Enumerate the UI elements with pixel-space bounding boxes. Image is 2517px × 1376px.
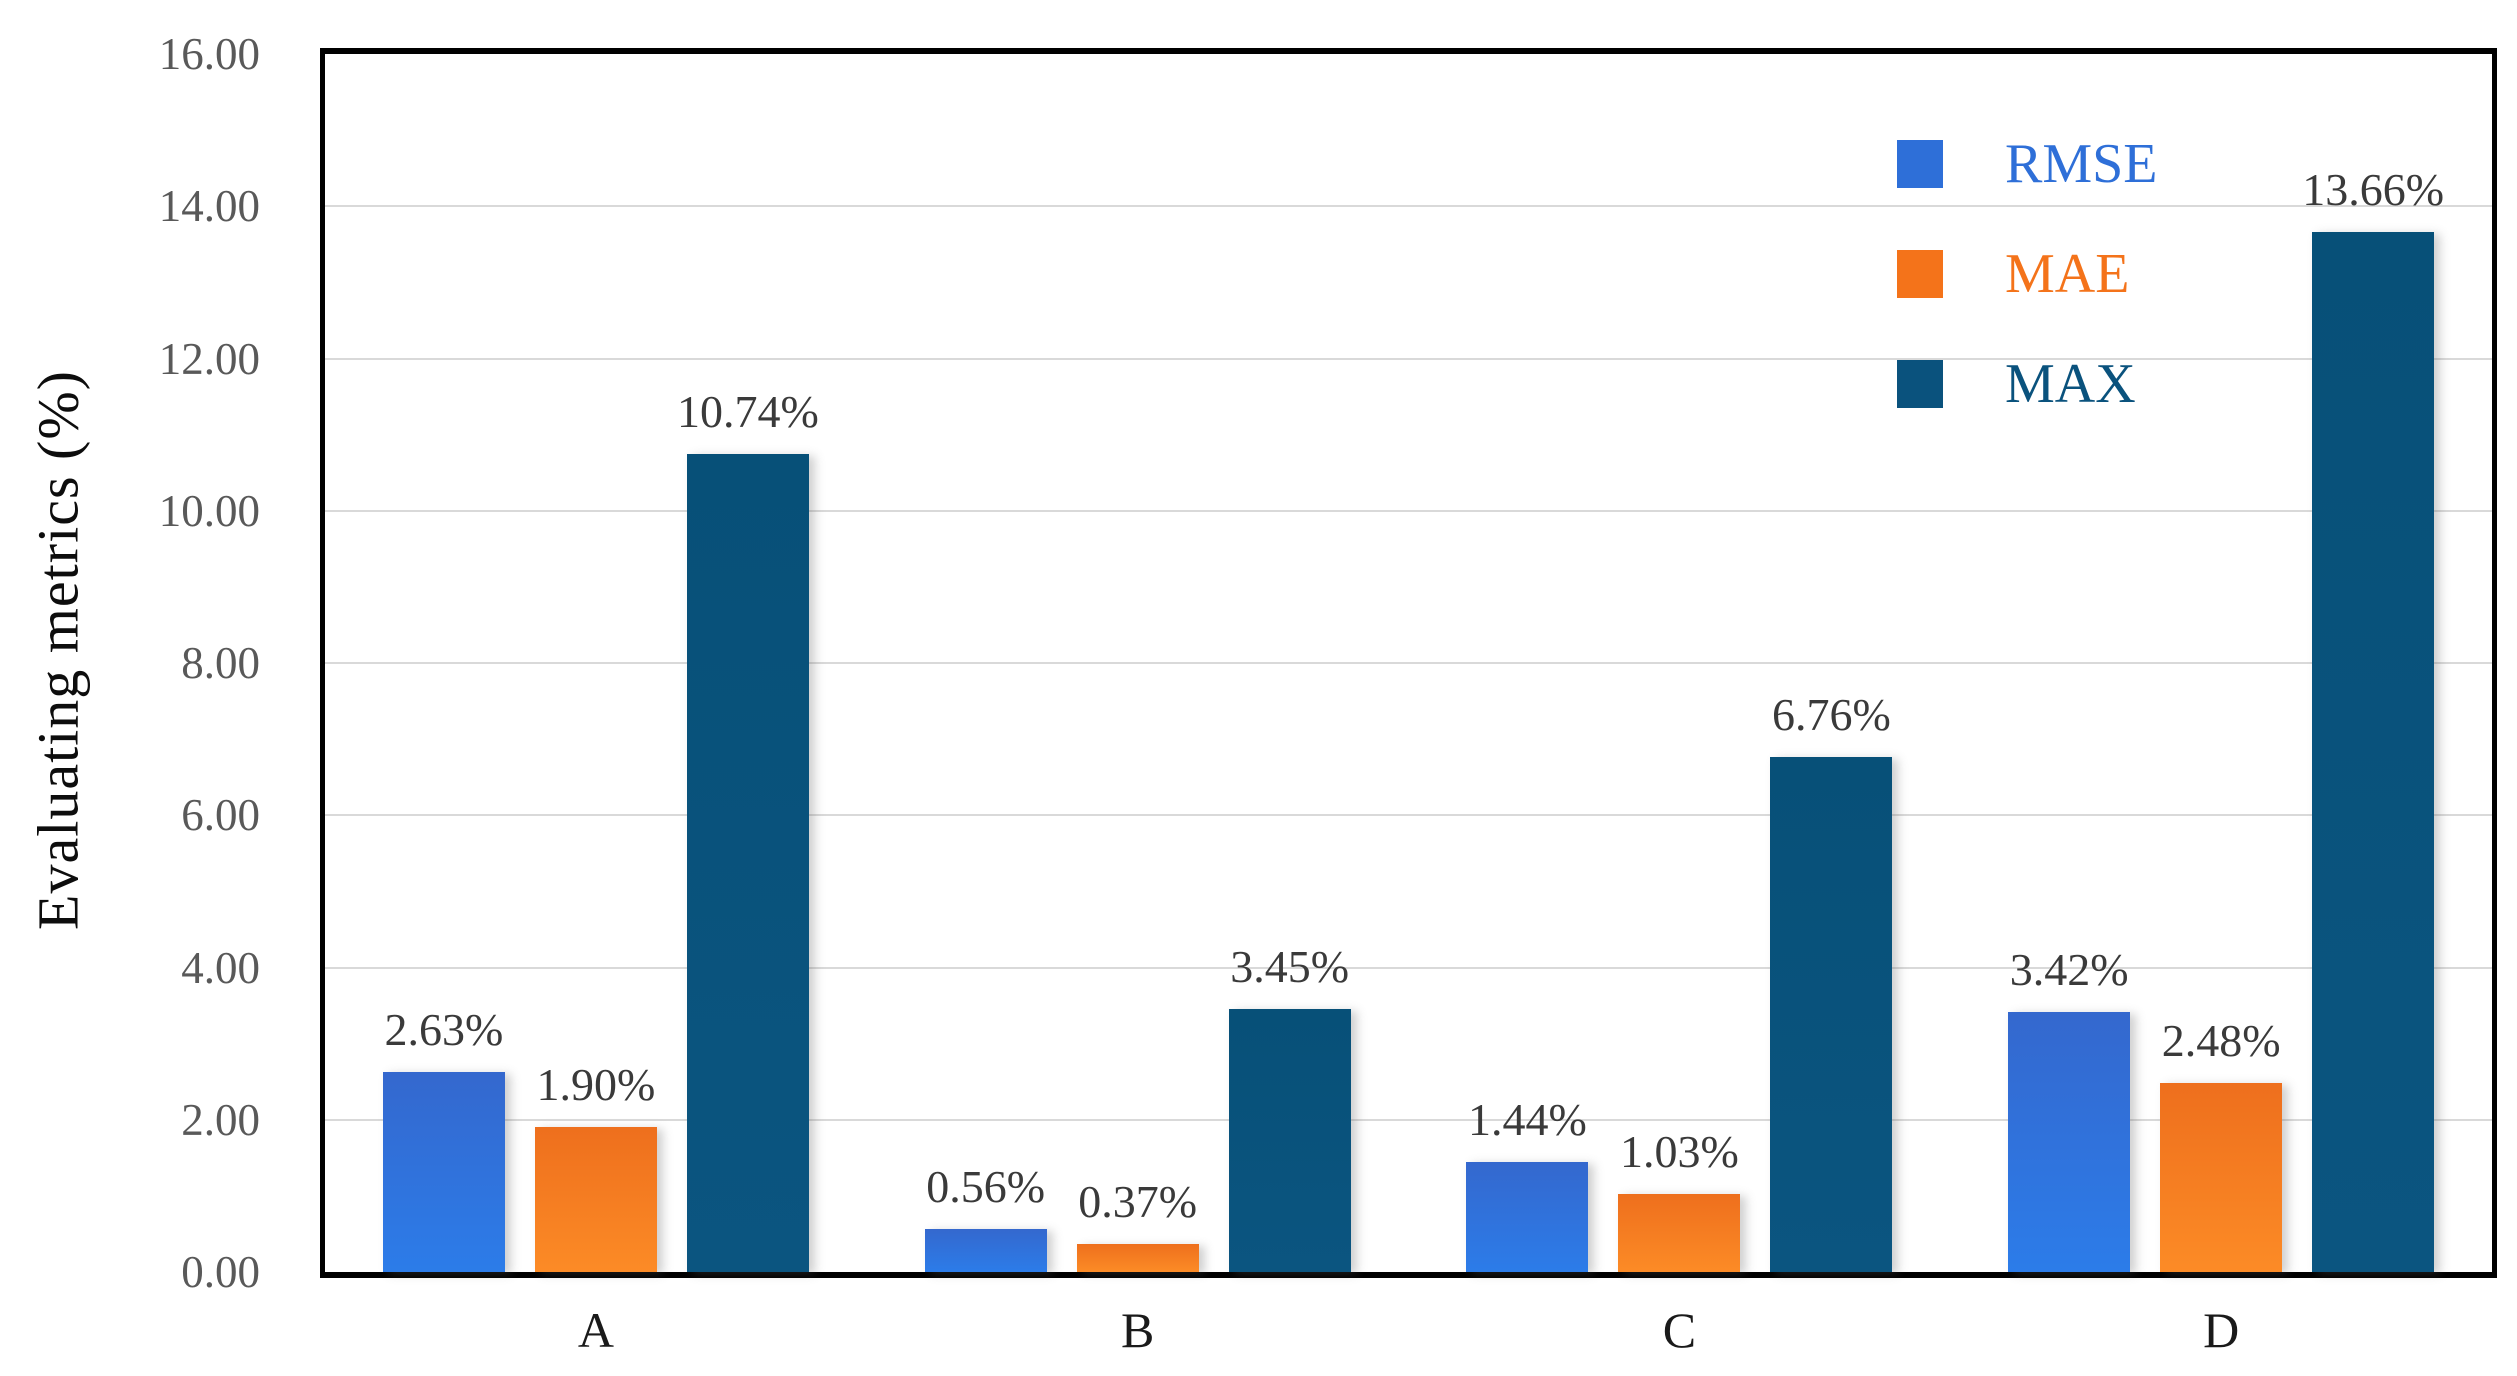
legend-swatch-max-icon — [1897, 360, 1943, 408]
value-label-mae-D: 2.48% — [2161, 1015, 2281, 1067]
bar-mae-B — [1076, 1243, 1199, 1272]
legend-swatch-rmse-icon — [1897, 140, 1943, 188]
value-label-mae-B: 0.37% — [1078, 1175, 1198, 1227]
bar-mae-C — [1618, 1193, 1741, 1272]
gridline-12 — [325, 357, 2492, 360]
bar-rmse-A — [382, 1071, 505, 1272]
x-category-label-D: D — [2203, 1302, 2240, 1358]
legend: RMSE MAE MAX — [1897, 136, 2158, 466]
y-tick-label-4.00: 4.00 — [181, 942, 260, 993]
x-category-label-C: C — [1662, 1302, 1697, 1358]
gridline-4 — [325, 966, 2492, 969]
gridline-6 — [325, 814, 2492, 817]
bar-max-D — [2312, 232, 2435, 1272]
gridline-10 — [325, 509, 2492, 512]
bar-mae-D — [2160, 1083, 2283, 1272]
legend-row-max: MAX — [1897, 356, 2158, 412]
gridline-8 — [325, 662, 2492, 664]
legend-label-max: MAX — [2005, 353, 2136, 415]
y-tick-label-6.00: 6.00 — [181, 790, 260, 841]
legend-swatch-mae-icon — [1897, 250, 1943, 298]
gridline-2 — [325, 1118, 2492, 1121]
plot-area: 2.63% 1.90% 10.74% 0.56% 0.37% 3.45% 1.44% 1.03… — [325, 54, 2492, 1272]
value-label-max-C: 6.76% — [1771, 689, 1891, 741]
bar-rmse-B — [924, 1229, 1047, 1272]
value-label-mae-C: 1.03% — [1619, 1125, 1739, 1177]
bar-mae-A — [534, 1127, 657, 1272]
gridline-14 — [325, 205, 2492, 208]
value-label-rmse-B: 0.56% — [926, 1161, 1046, 1213]
x-category-label-B: B — [1120, 1302, 1155, 1358]
y-tick-label-16.00: 16.00 — [158, 29, 260, 79]
bar-rmse-C — [1466, 1162, 1589, 1272]
value-label-max-D: 13.66% — [2302, 164, 2445, 216]
y-tick-label-14.00: 14.00 — [158, 181, 260, 232]
y-tick-label-12.00: 12.00 — [158, 333, 260, 384]
legend-label-rmse: RMSE — [2005, 133, 2158, 195]
y-tick-label-0.00: 0.00 — [181, 1247, 260, 1297]
value-label-max-A: 10.74% — [676, 386, 819, 438]
value-label-rmse-A: 2.63% — [384, 1003, 504, 1055]
y-tick-label-8.00: 8.00 — [181, 638, 260, 688]
value-label-mae-A: 1.90% — [536, 1059, 656, 1111]
bar-rmse-D — [2008, 1011, 2131, 1272]
y-tick-label-2.00: 2.00 — [181, 1094, 260, 1145]
bar-max-B — [1228, 1009, 1351, 1272]
legend-row-mae: MAE — [1897, 246, 2158, 302]
value-label-rmse-D: 3.42% — [2009, 943, 2129, 995]
legend-label-mae: MAE — [2005, 243, 2130, 305]
value-label-rmse-C: 1.44% — [1467, 1094, 1587, 1146]
bar-max-C — [1770, 757, 1893, 1272]
bar-max-A — [686, 454, 809, 1272]
y-tick-label-10.00: 10.00 — [158, 485, 260, 536]
x-category-label-A: A — [577, 1302, 614, 1358]
legend-row-rmse: RMSE — [1897, 136, 2158, 192]
value-label-max-B: 3.45% — [1230, 941, 1350, 993]
